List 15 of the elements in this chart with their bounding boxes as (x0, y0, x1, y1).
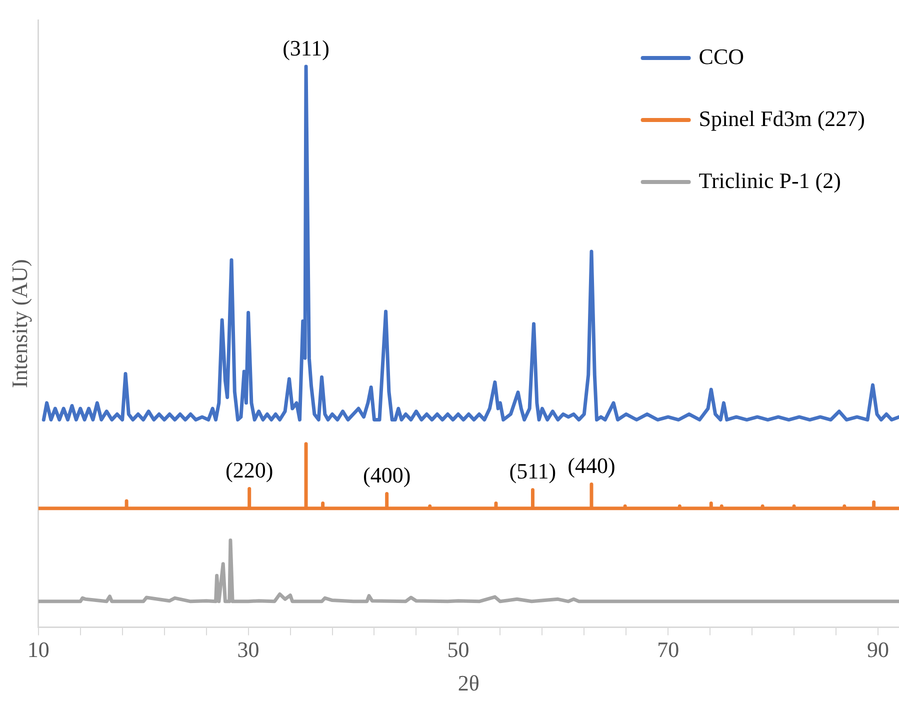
x-tick-label: 50 (447, 637, 470, 662)
x-tick-label: 70 (657, 637, 680, 662)
annotation: (440) (568, 453, 616, 478)
annotation: (311) (282, 35, 330, 60)
y-axis-title: Intensity (AU) (6, 259, 32, 388)
annotation: (400) (363, 462, 411, 488)
annotation: (511) (509, 458, 556, 484)
legend-label: CCO (698, 44, 744, 69)
x-axis-title: 2θ (458, 670, 480, 696)
x-tick-label: 90 (867, 637, 890, 662)
x-tick-label: 30 (237, 637, 260, 662)
legend-label: Spinel Fd3m (227) (698, 106, 866, 131)
x-tick-label: 10 (27, 637, 50, 662)
annotation: (220) (226, 457, 274, 482)
legend-label: Triclinic P-1 (2) (698, 168, 841, 193)
